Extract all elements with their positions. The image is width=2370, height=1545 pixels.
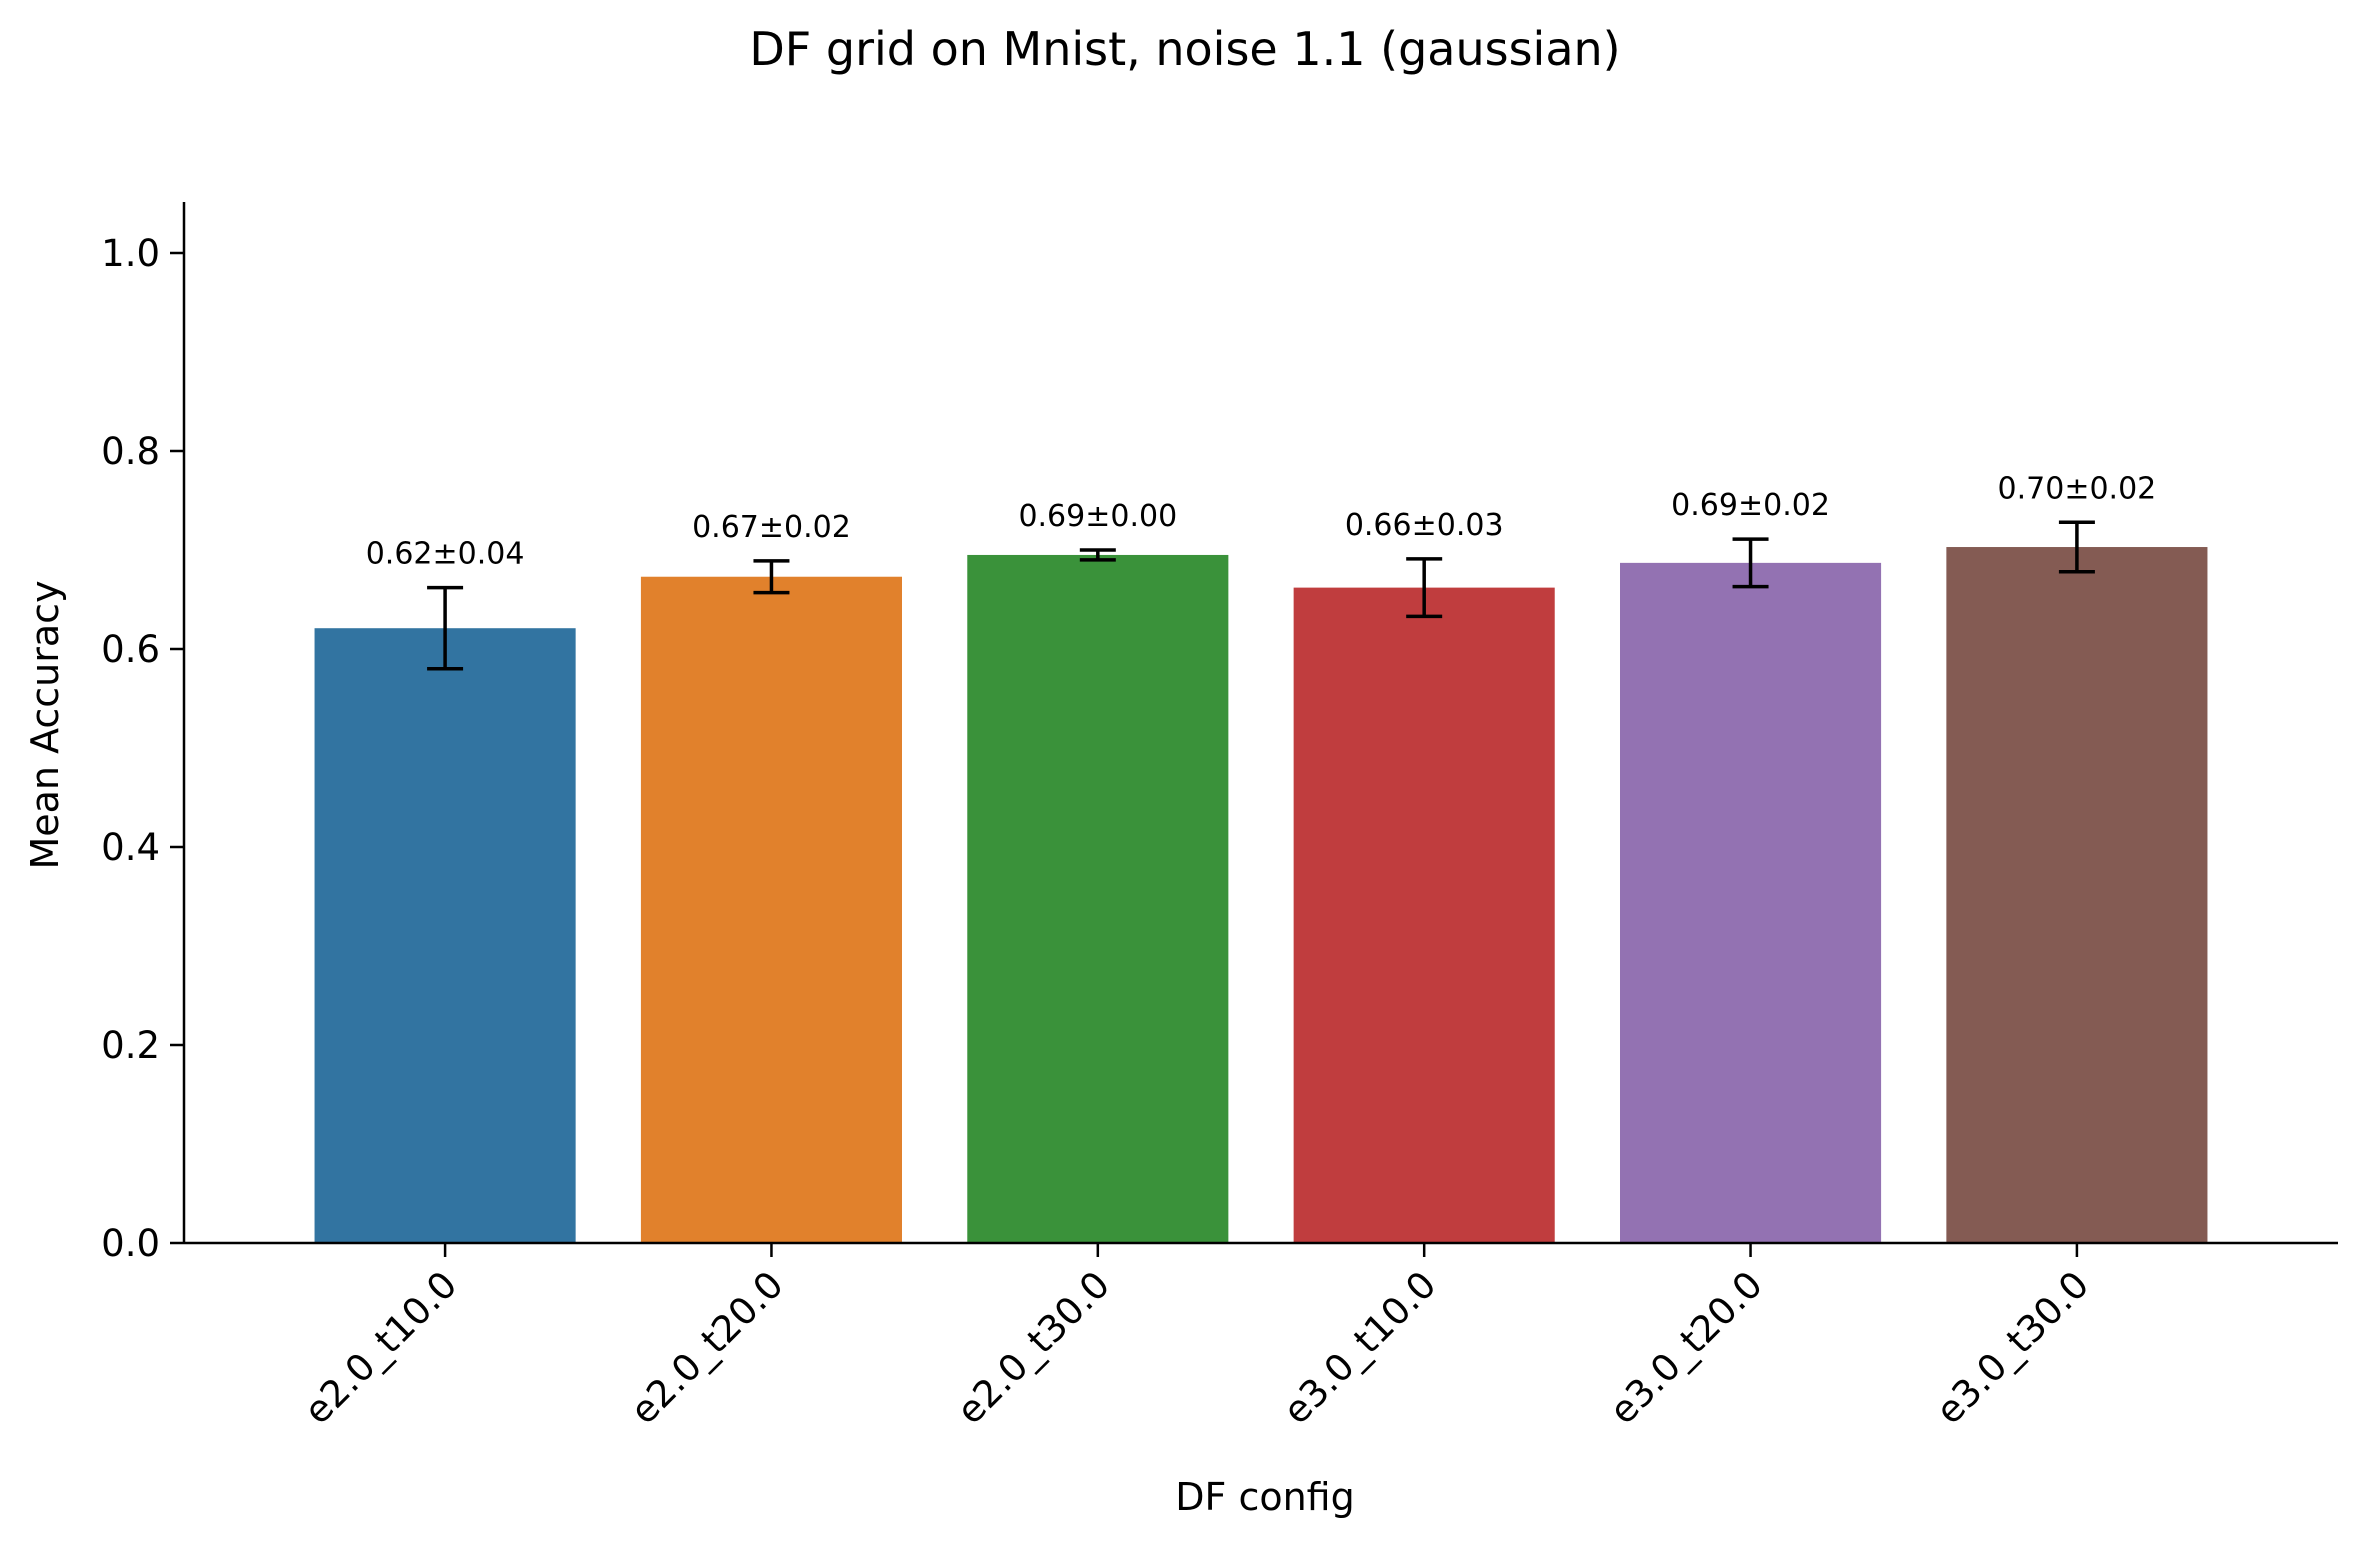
x-tick-label-e2.0_t10.0: e2.0_t10.0 [296,1263,466,1433]
bar-e3.0_t10.0 [1293,587,1555,1243]
y-axis: 0.0 0.2 0.4 0.6 0.8 1.0 [101,202,186,1265]
x-tick-label-e3.0_t20.0: e3.0_t20.0 [1601,1263,1771,1433]
y-axis-label: Mean Accuracy [23,580,67,869]
bar-label-e3.0_t30.0: 0.70±0.02 [1998,471,2157,506]
bar-e3.0_t30.0 [1946,547,2208,1243]
y-tick-label-0.4: 0.4 [101,826,160,869]
y-tick-label-0.8: 0.8 [101,430,160,473]
error-bar-e3.0_t30.0 [2058,520,2095,574]
error-bar-e2.0_t30.0 [1079,548,1116,562]
bar-label-e3.0_t10.0: 0.66±0.03 [1345,508,1504,543]
bar-e2.0_t20.0 [640,576,902,1243]
y-tick-label-0.0: 0.0 [101,1222,160,1265]
error-bar-e3.0_t20.0 [1732,537,1769,589]
error-bar-e2.0_t20.0 [753,559,790,595]
bar-e2.0_t30.0 [967,554,1229,1243]
y-tick-label-0.6: 0.6 [101,628,160,671]
bar-e3.0_t20.0 [1620,562,1882,1243]
error-bar-e2.0_t10.0 [427,585,464,671]
error-bar-e3.0_t10.0 [1406,557,1443,619]
x-tick-label-e3.0_t10.0: e3.0_t10.0 [1275,1263,1445,1433]
y-tick-label-0.2: 0.2 [101,1024,160,1067]
bar-label-e3.0_t20.0: 0.69±0.02 [1671,488,1830,523]
x-tick-label-e2.0_t20.0: e2.0_t20.0 [622,1263,792,1433]
y-tick-label-1.0: 1.0 [101,232,160,275]
bar-label-e2.0_t10.0: 0.62±0.04 [366,537,525,572]
chart-title: DF grid on Mnist, noise 1.1 (gaussian) [749,22,1620,76]
x-axis: e2.0_t10.0 e2.0_t20.0 e2.0_t30.0 e3.0_t10.0… [184,1241,2338,1433]
x-axis-label: DF config [1175,1475,1354,1519]
x-tick-label-e3.0_t30.0: e3.0_t30.0 [1928,1263,2098,1433]
bar-label-e2.0_t20.0: 0.67±0.02 [692,510,851,545]
plot-area: 0.62±0.04 0.67±0.02 0.69±0.00 0.66±0.03 0.69… [314,471,2208,1243]
x-tick-label-e2.0_t30.0: e2.0_t30.0 [948,1263,1118,1433]
bar-e2.0_t10.0 [314,628,576,1243]
bar-label-e2.0_t30.0: 0.69±0.00 [1018,499,1177,534]
